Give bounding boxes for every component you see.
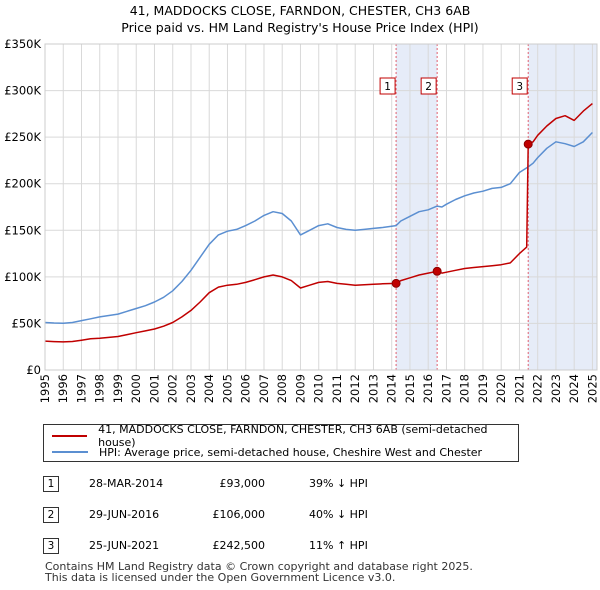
x-tick-label: 2002 xyxy=(166,374,180,403)
x-tick-label: 1995 xyxy=(38,374,52,403)
transaction-date: 28-MAR-2014 xyxy=(89,477,164,490)
transaction-row: 1 28-MAR-2014 £93,000 39% ↓ HPI xyxy=(43,476,563,496)
legend-swatch-property xyxy=(52,435,88,437)
transaction-badge: 3 xyxy=(43,538,59,554)
transaction-hpi-change: 40% ↓ HPI xyxy=(309,508,368,521)
legend-item-property: 41, MADDOCKS CLOSE, FARNDON, CHESTER, CH… xyxy=(52,423,518,449)
x-tick-label: 1999 xyxy=(111,374,125,403)
legend-label-hpi: HPI: Average price, semi-detached house,… xyxy=(99,445,483,459)
x-tick-label: 2005 xyxy=(220,374,234,403)
x-tick-label: 2012 xyxy=(348,374,362,403)
transaction-badge: 1 xyxy=(43,476,59,492)
transaction-price: £242,500 xyxy=(212,539,266,552)
sale-point xyxy=(391,278,401,288)
price-chart: 1 2 3 £0 £50K £100K £150K £200K £250K £300K £350K 1… xyxy=(4,37,599,403)
x-tick-label: 2024 xyxy=(567,374,581,403)
transaction-label-text: 3 xyxy=(516,81,523,93)
legend-swatch-hpi xyxy=(52,451,88,453)
x-tick-label: 2015 xyxy=(403,374,417,403)
y-tick-label: £0 xyxy=(26,363,41,377)
transaction-label-frame xyxy=(420,77,437,95)
transaction-price: £106,000 xyxy=(212,508,266,521)
y-tick-label: £250K xyxy=(4,130,41,144)
transaction-hpi-change: 39% ↓ HPI xyxy=(309,477,368,490)
transaction-label-frame xyxy=(511,77,528,95)
sale-point xyxy=(523,139,533,149)
plot-area xyxy=(45,44,597,370)
legend-label-property: 41, MADDOCKS CLOSE, FARNDON, CHESTER, CH… xyxy=(98,423,488,449)
x-tick-label: 2009 xyxy=(293,374,307,403)
x-tick-label: 1996 xyxy=(56,374,70,403)
sale-point xyxy=(432,266,442,276)
shaded-period xyxy=(528,44,597,370)
transaction-label-box: 3 xyxy=(511,77,528,95)
x-tick-label: 2017 xyxy=(439,374,453,403)
property-price-line xyxy=(44,103,593,343)
plot-frame xyxy=(44,43,598,371)
y-tick-label: £200K xyxy=(4,177,41,191)
x-tick-label: 2020 xyxy=(494,374,508,403)
x-tick-label: 2007 xyxy=(257,374,271,403)
x-tick-label: 2008 xyxy=(275,374,289,403)
transaction-row: 3 25-JUN-2021 £242,500 11% ↑ HPI xyxy=(43,538,563,558)
x-tick-label: 2019 xyxy=(476,374,490,403)
y-tick-label: £50K xyxy=(12,316,42,330)
y-tick-label: £150K xyxy=(4,223,41,237)
transaction-hpi-change: 11% ↑ HPI xyxy=(309,539,368,552)
x-tick-label: 2010 xyxy=(312,374,326,403)
transaction-price: £93,000 xyxy=(219,477,266,490)
transaction-label-text: 1 xyxy=(384,81,391,93)
chart-legend: 41, MADDOCKS CLOSE, FARNDON, CHESTER, CH… xyxy=(43,423,519,462)
x-tick-label: 1997 xyxy=(74,374,88,403)
hpi-line xyxy=(44,131,593,324)
transaction-label-text: 2 xyxy=(425,81,432,93)
transaction-row: 2 29-JUN-2016 £106,000 40% ↓ HPI xyxy=(43,507,563,527)
x-tick-label: 2018 xyxy=(458,374,472,403)
shaded-period xyxy=(396,44,438,370)
y-tick-label: £100K xyxy=(4,270,41,284)
x-tick-label: 2016 xyxy=(421,374,435,403)
x-tick-label: 2021 xyxy=(512,374,526,403)
x-tick-label: 2001 xyxy=(147,374,161,403)
footer-licence: This data is licensed under the Open Gov… xyxy=(45,571,396,584)
x-tick-label: 2025 xyxy=(585,374,599,403)
transaction-date: 25-JUN-2021 xyxy=(89,539,160,552)
y-tick-label: £300K xyxy=(4,84,41,98)
x-tick-label: 2011 xyxy=(330,374,344,403)
x-tick-label: 2006 xyxy=(239,374,253,403)
chart-subtitle: Price paid vs. HM Land Registry's House … xyxy=(121,20,479,35)
x-tick-label: 2014 xyxy=(385,374,399,403)
x-tick-label: 2004 xyxy=(202,374,216,403)
transaction-label-frame xyxy=(379,77,396,95)
transaction-date: 29-JUN-2016 xyxy=(89,508,160,521)
x-tick-label: 2022 xyxy=(531,374,545,403)
transaction-badge: 2 xyxy=(43,507,59,523)
x-tick-label: 1998 xyxy=(93,374,107,403)
x-tick-label: 2023 xyxy=(549,374,563,403)
transaction-label-box: 2 xyxy=(420,77,437,95)
transaction-label-box: 1 xyxy=(379,77,396,95)
x-tick-label: 2003 xyxy=(184,374,198,403)
x-tick-label: 2013 xyxy=(366,374,380,403)
footer-copyright: Contains HM Land Registry data © Crown c… xyxy=(45,560,473,573)
y-tick-label: £350K xyxy=(4,37,41,51)
x-tick-label: 2000 xyxy=(129,374,143,403)
chart-title: 41, MADDOCKS CLOSE, FARNDON, CHESTER, CH… xyxy=(129,3,471,18)
legend-item-hpi: HPI: Average price, semi-detached house,… xyxy=(52,444,482,460)
